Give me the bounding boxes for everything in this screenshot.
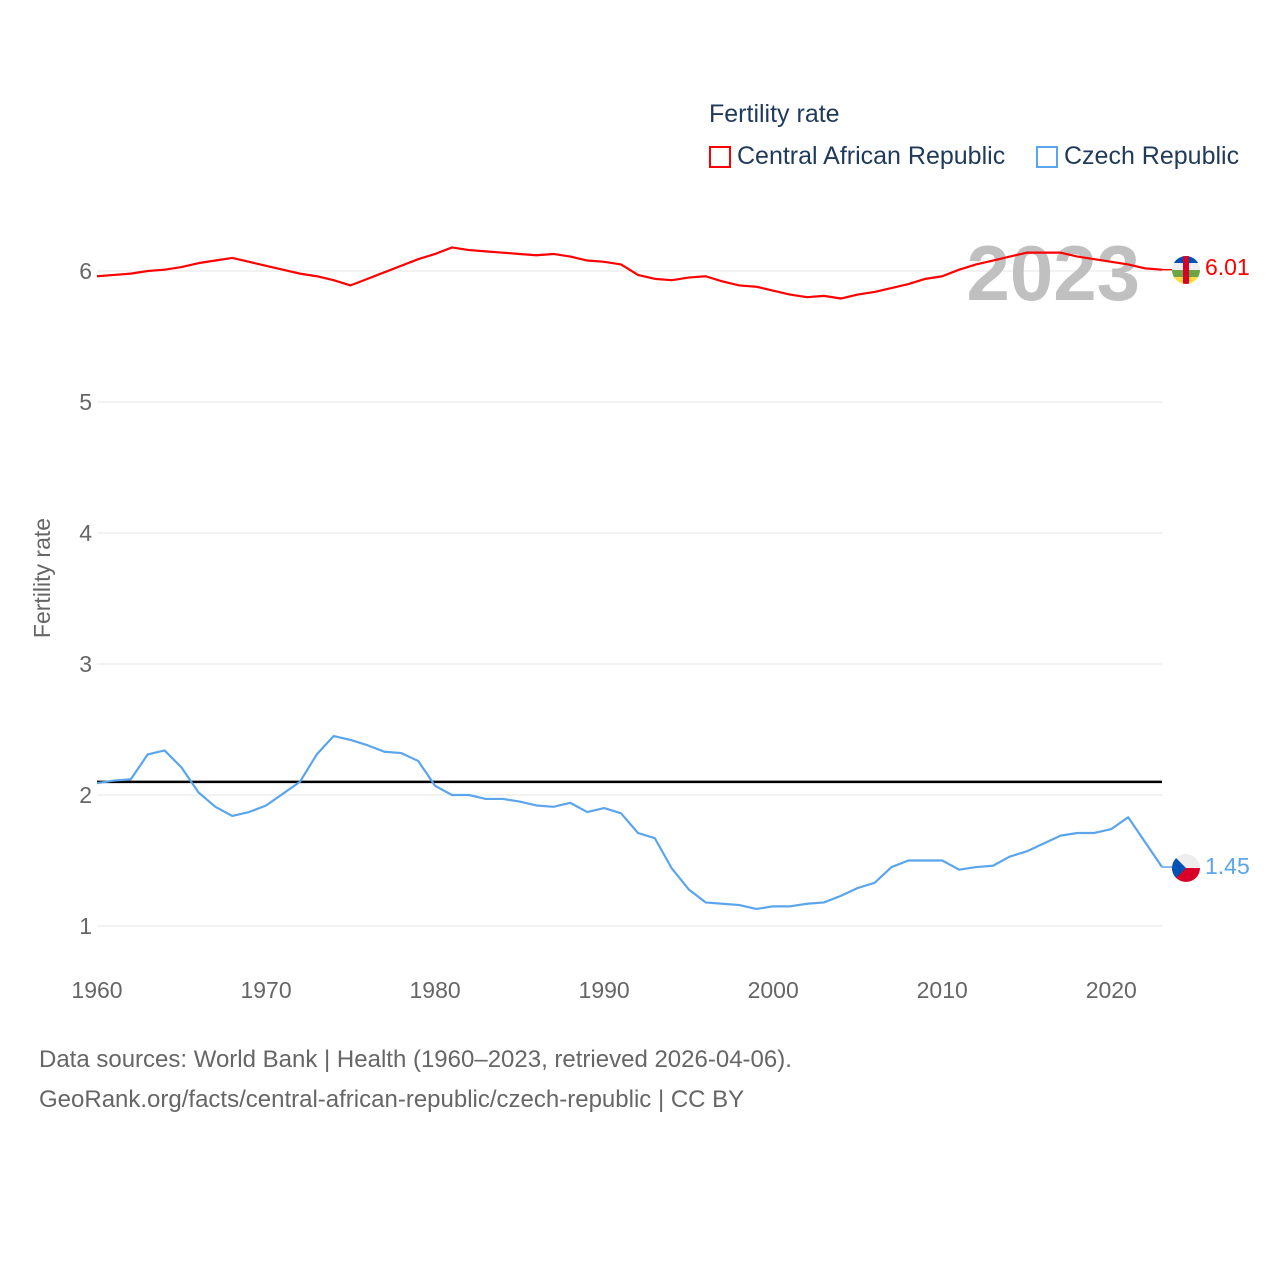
legend-swatch bbox=[709, 145, 731, 168]
year-watermark: 2023 bbox=[966, 229, 1140, 317]
legend-item-central-african-republic[interactable]: Central African Republic bbox=[709, 142, 1005, 171]
x-axis-ticks: 1960 1970 1980 1990 2000 2010 2020 bbox=[71, 977, 1136, 1003]
y-tick-label: 4 bbox=[79, 520, 92, 546]
y-axis-ticks: 1 2 3 4 5 6 bbox=[79, 258, 92, 939]
y-tick-label: 6 bbox=[79, 258, 92, 284]
end-label-czech-republic: 1.45 bbox=[1205, 853, 1250, 879]
series-lines bbox=[96, 246, 1172, 911]
x-tick-label: 2000 bbox=[748, 977, 799, 1003]
czech-republic-flag-icon bbox=[1172, 854, 1200, 882]
gridlines bbox=[97, 270, 1162, 927]
central-african-republic-flag-icon bbox=[1172, 256, 1200, 284]
y-axis-label: Fertility rate bbox=[29, 518, 55, 638]
series-line-central-african-republic bbox=[96, 246, 1163, 300]
legend-item-czech-republic[interactable]: Czech Republic bbox=[1036, 142, 1239, 171]
x-tick-label: 1960 bbox=[71, 977, 122, 1003]
y-tick-label: 1 bbox=[79, 913, 92, 939]
legend-title: Fertility rate bbox=[709, 100, 840, 128]
legend-label: Czech Republic bbox=[1064, 142, 1240, 170]
y-tick-label: 5 bbox=[79, 389, 92, 415]
source-url-text: GeoRank.org/facts/central-african-republ… bbox=[39, 1086, 745, 1113]
x-tick-label: 1970 bbox=[240, 977, 291, 1003]
x-tick-label: 1980 bbox=[410, 977, 461, 1003]
x-tick-label: 2020 bbox=[1086, 977, 1137, 1003]
data-source-text: Data sources: World Bank | Health (1960–… bbox=[39, 1046, 792, 1073]
y-tick-label: 2 bbox=[79, 782, 92, 808]
end-label-central-african-republic: 6.01 bbox=[1205, 254, 1250, 280]
legend-swatch bbox=[1036, 145, 1058, 168]
series-line-czech-republic bbox=[96, 734, 1163, 911]
x-tick-label: 1990 bbox=[579, 977, 630, 1003]
x-tick-label: 2010 bbox=[917, 977, 968, 1003]
y-tick-label: 3 bbox=[79, 651, 92, 677]
legend-label: Central African Republic bbox=[737, 142, 1006, 170]
flags bbox=[1172, 256, 1200, 882]
